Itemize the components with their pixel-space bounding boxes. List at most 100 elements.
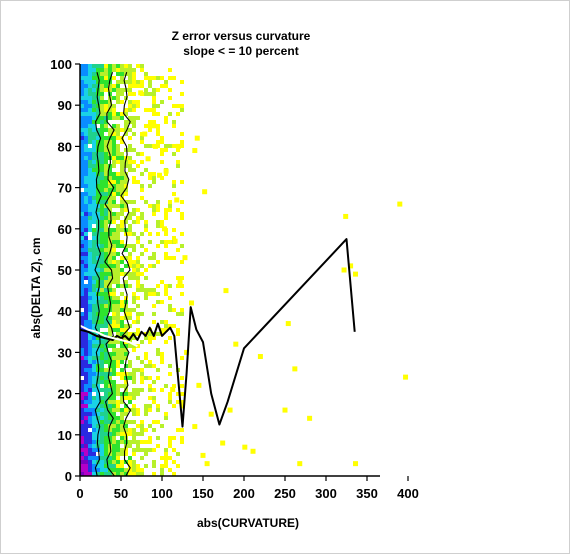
- density-cell: [104, 316, 108, 320]
- density-cell: [116, 276, 120, 280]
- density-cell: [100, 228, 104, 232]
- density-cell: [100, 284, 104, 288]
- density-cell: [92, 284, 96, 288]
- density-cell: [84, 252, 88, 256]
- density-cell: [100, 164, 104, 168]
- outlier-point: [250, 448, 256, 454]
- density-cell: [172, 460, 176, 464]
- density-cell: [116, 416, 120, 420]
- density-cell: [88, 80, 92, 84]
- density-cell: [80, 76, 84, 80]
- density-cell: [84, 72, 88, 76]
- density-cell: [88, 416, 92, 420]
- density-cell: [132, 376, 136, 380]
- density-cell: [144, 404, 148, 408]
- density-cell: [104, 88, 108, 92]
- density-cell: [180, 104, 184, 108]
- density-cell: [124, 384, 128, 388]
- density-cell: [88, 192, 92, 196]
- density-cell: [100, 312, 104, 316]
- density-cell: [92, 352, 96, 356]
- density-cell: [112, 212, 116, 216]
- density-cell: [112, 264, 116, 268]
- density-cell: [100, 112, 104, 116]
- density-cell: [116, 316, 120, 320]
- density-cell: [108, 240, 112, 244]
- density-cell: [88, 172, 92, 176]
- density-cell: [88, 292, 92, 296]
- density-cell: [80, 460, 84, 464]
- density-cell: [132, 268, 136, 272]
- density-cell: [84, 232, 88, 236]
- density-cell: [148, 204, 152, 208]
- density-cell: [92, 192, 96, 196]
- density-cell: [112, 152, 116, 156]
- outlier-point: [152, 143, 158, 149]
- density-cell: [160, 356, 164, 360]
- density-cell: [120, 460, 124, 464]
- density-cell: [156, 208, 160, 212]
- density-cell: [104, 176, 108, 180]
- density-cell: [140, 448, 144, 452]
- density-cell: [116, 228, 120, 232]
- y-tick-label: 40: [58, 304, 72, 319]
- density-cell: [104, 188, 108, 192]
- density-cell: [84, 348, 88, 352]
- density-cell: [148, 396, 152, 400]
- density-cell: [104, 456, 108, 460]
- density-cell: [92, 460, 96, 464]
- density-cell: [84, 96, 88, 100]
- density-cell: [180, 356, 184, 360]
- density-cell: [108, 344, 112, 348]
- density-cell: [100, 304, 104, 308]
- density-cell: [132, 336, 136, 340]
- density-cell: [120, 100, 124, 104]
- density-cell: [80, 140, 84, 144]
- density-cell: [84, 404, 88, 408]
- density-cell: [120, 408, 124, 412]
- density-cell: [108, 264, 112, 268]
- density-cell: [100, 116, 104, 120]
- density-cell: [136, 304, 140, 308]
- density-cell: [92, 232, 96, 236]
- density-cell: [124, 468, 128, 472]
- density-cell: [156, 352, 160, 356]
- density-cell: [132, 168, 136, 172]
- density-cell: [96, 424, 100, 428]
- density-cell: [100, 140, 104, 144]
- density-cell: [140, 372, 144, 376]
- density-cell: [180, 200, 184, 204]
- density-cell: [88, 448, 92, 452]
- density-cell: [88, 364, 92, 368]
- density-cell: [92, 220, 96, 224]
- density-cell: [104, 100, 108, 104]
- density-cell: [88, 124, 92, 128]
- density-cell: [120, 92, 124, 96]
- density-cell: [132, 404, 136, 408]
- density-cell: [80, 452, 84, 456]
- density-cell: [124, 204, 128, 208]
- density-cell: [136, 208, 140, 212]
- density-cell: [128, 252, 132, 256]
- density-cell: [80, 100, 84, 104]
- density-cell: [80, 196, 84, 200]
- density-cell: [156, 284, 160, 288]
- density-cell: [140, 424, 144, 428]
- density-cell: [180, 276, 184, 280]
- density-cell: [180, 232, 184, 236]
- density-cell: [116, 88, 120, 92]
- density-cell: [104, 220, 108, 224]
- density-cell: [88, 312, 92, 316]
- density-cell: [88, 252, 92, 256]
- density-cell: [124, 472, 128, 476]
- density-cell: [80, 332, 84, 336]
- density-cell: [116, 308, 120, 312]
- density-cell: [104, 372, 108, 376]
- density-cell: [152, 292, 156, 296]
- density-cell: [84, 88, 88, 92]
- density-cell: [156, 408, 160, 412]
- density-cell: [88, 188, 92, 192]
- density-cell: [92, 132, 96, 136]
- density-cell: [108, 200, 112, 204]
- density-cell: [84, 208, 88, 212]
